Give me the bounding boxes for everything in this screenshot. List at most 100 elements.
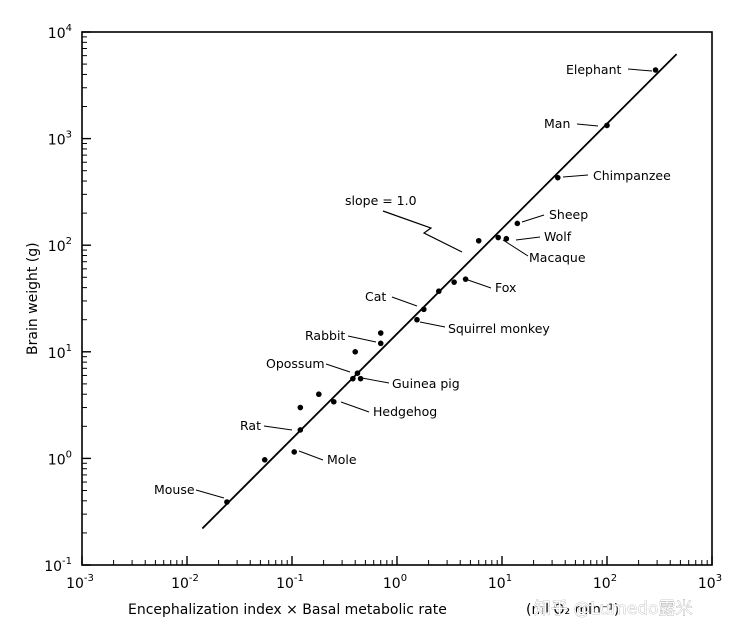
point-label-guinea-pig: Guinea pig: [392, 376, 460, 391]
y-tick-label-exponent: 0: [66, 449, 72, 460]
leader-line-guinea-pig: [361, 377, 390, 384]
x-tick-label-base: 10: [66, 576, 84, 592]
x-tick-label-base: 10: [698, 576, 716, 592]
y-tick-label: 100: [48, 449, 72, 468]
x-tick-label-exponent: 3: [716, 573, 722, 584]
y-tick-label: 104: [48, 23, 72, 42]
point-label-hedgehog: Hedgehog: [373, 404, 437, 419]
data-point: [352, 349, 359, 355]
data-point: [604, 122, 610, 129]
data-points: [224, 67, 659, 505]
leader-line-opossum: [325, 363, 351, 373]
leader-line-macaque: [502, 239, 529, 257]
y-axis-title: Brain weight (g): [25, 242, 41, 355]
data-point: [451, 279, 457, 285]
data-point: [377, 340, 384, 347]
slope-pointer: [382, 210, 463, 253]
y-tick-label: 10-1: [44, 556, 72, 575]
x-tick-label-exponent: 1: [506, 573, 512, 584]
data-point: [514, 220, 521, 227]
point-label-wolf: Wolf: [544, 229, 572, 244]
data-point: [354, 370, 361, 376]
data-point: [261, 457, 268, 463]
x-tick-label-exponent: -1: [294, 573, 304, 584]
leader-line-man: [576, 123, 599, 127]
data-point: [503, 235, 510, 242]
data-point: [421, 306, 427, 313]
x-tick-label-base: 10: [488, 576, 506, 592]
x-tick-label: 100: [383, 573, 407, 592]
data-point: [297, 404, 304, 411]
data-point: [357, 375, 364, 382]
x-tick-label-base: 10: [593, 576, 611, 592]
x-tick-label-exponent: 2: [611, 573, 617, 584]
y-tick-label-base: 10: [44, 559, 62, 575]
leader-line-wolf: [515, 236, 541, 241]
data-point: [316, 391, 322, 398]
x-tick-label-base: 10: [383, 576, 401, 592]
data-point: [414, 316, 420, 323]
x-tick-label-exponent: -2: [189, 573, 199, 584]
data-point: [475, 237, 482, 244]
y-tick-label-exponent: 2: [66, 236, 72, 247]
point-label-rabbit: Rabbit: [305, 328, 345, 343]
x-tick-label-exponent: 0: [401, 573, 407, 584]
slope-label: slope = 1.0: [345, 193, 417, 208]
x-axis-title: Encephalization index × Basal metabolic …: [128, 602, 447, 618]
data-point: [555, 174, 561, 181]
data-point: [377, 330, 384, 336]
x-tick-label: 101: [488, 573, 512, 592]
x-tick-label-base: 10: [171, 576, 189, 592]
y-tick-label: 103: [48, 130, 72, 149]
y-tick-label-base: 10: [48, 452, 66, 468]
leader-line-squirrel-monkey: [419, 321, 446, 328]
y-tick-label-base: 10: [48, 239, 66, 255]
data-point: [297, 427, 304, 433]
data-point: [330, 398, 337, 405]
point-label-chimpanzee: Chimpanzee: [593, 168, 671, 183]
x-tick-label-base: 10: [276, 576, 294, 592]
data-point: [495, 234, 501, 241]
x-tick-label: 10-1: [276, 573, 304, 592]
data-point: [224, 499, 230, 505]
x-tick-label: 10-2: [171, 573, 199, 592]
y-tick-label-exponent: 4: [66, 23, 72, 34]
point-label-opossum: Opossum: [266, 356, 325, 371]
leader-line-sheep: [521, 214, 545, 223]
point-label-mole: Mole: [327, 452, 357, 467]
leader-line-hedgehog: [340, 401, 370, 413]
y-tick-label: 101: [48, 343, 72, 362]
y-tick-label-exponent: 3: [66, 130, 72, 141]
point-label-sheep: Sheep: [549, 207, 588, 222]
leader-line-cat: [391, 296, 418, 307]
leader-line-rabbit: [347, 335, 377, 343]
axis-ticks: 10-3 10-2 10-1 100 101 102 10310-1100101102103…: [44, 23, 722, 592]
point-label-man: Man: [544, 116, 570, 131]
leader-line-mouse: [195, 489, 225, 499]
point-label-fox: Fox: [495, 280, 516, 295]
y-tick-label-base: 10: [48, 346, 66, 362]
y-tick-label: 102: [48, 236, 72, 255]
data-point: [291, 449, 298, 455]
y-tick-label-exponent: 1: [66, 343, 72, 354]
data-point: [652, 67, 659, 73]
point-label-macaque: Macaque: [529, 250, 586, 265]
y-tick-label-exponent: -1: [62, 556, 72, 567]
y-tick-label-base: 10: [48, 26, 66, 42]
leader-line-mole: [298, 450, 324, 461]
data-point: [462, 276, 469, 282]
y-tick-label-base: 10: [48, 133, 66, 149]
leader-line-elephant: [627, 68, 653, 72]
point-label-rat: Rat: [240, 418, 261, 433]
x-tick-label: 10-3: [66, 573, 94, 592]
x-tick-label: 102: [593, 573, 617, 592]
data-point: [350, 375, 356, 382]
leader-line-chimpanzee: [562, 174, 589, 178]
point-label-elephant: Elephant: [566, 62, 622, 77]
point-label-squirrel-monkey: Squirrel monkey: [448, 321, 550, 336]
point-annotations: Elephant Man Chimpanzee Sheep Wolf Macaque Fox…: [154, 62, 671, 499]
point-label-mouse: Mouse: [154, 482, 195, 497]
data-point: [435, 288, 442, 295]
point-label-cat: Cat: [365, 289, 386, 304]
